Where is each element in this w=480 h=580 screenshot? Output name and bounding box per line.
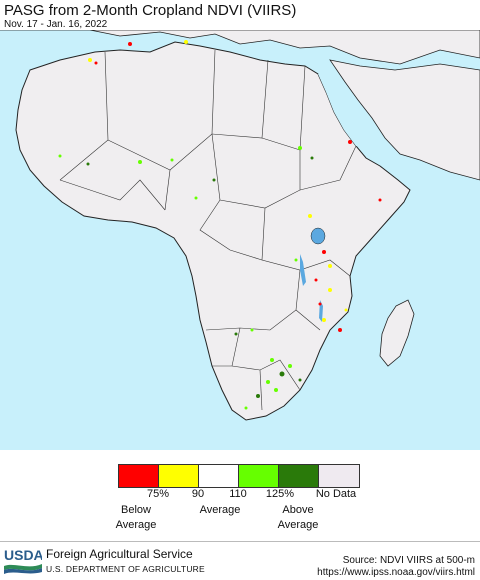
- europe-landmass: [0, 30, 480, 65]
- footer-divider: [0, 541, 480, 542]
- legend-swatch-above-125: [279, 465, 319, 487]
- africa-landmass: [15, 41, 411, 421]
- legend-tick-90: 90: [191, 488, 205, 500]
- red-sea: [318, 70, 366, 148]
- usda-logo: USDA: [4, 547, 42, 574]
- usda-logo-text: USDA: [4, 547, 42, 563]
- lake-tanganyika: [300, 254, 306, 286]
- legend-swatch-75-90: [159, 465, 199, 487]
- legend-tick-75: 75%: [146, 488, 170, 500]
- map-title: PASG from 2-Month Cropland NDVI (VIIRS): [4, 2, 297, 19]
- date-range: Nov. 17 - Jan. 16, 2022: [4, 19, 108, 30]
- lake-victoria: [310, 227, 326, 245]
- legend-swatch-110-125: [239, 465, 279, 487]
- department-name: U.S. DEPARTMENT OF AGRICULTURE: [46, 564, 205, 574]
- pasg-speckles: [58, 40, 382, 410]
- legend-swatch-90-110: [199, 465, 239, 487]
- source-url[interactable]: https://www.ipss.noaa.gov/viirs.html: [317, 567, 475, 578]
- legend-tick-125: 125%: [265, 488, 295, 500]
- agency-name: Foreign Agricultural Service: [46, 547, 193, 561]
- legend-tick-no-data: No Data: [315, 488, 357, 500]
- legend-swatch-no-data: [319, 465, 359, 487]
- africa-map: [0, 30, 480, 450]
- madagascar: [379, 299, 415, 367]
- legend-swatch-below-75: [119, 465, 159, 487]
- legend-bar: [118, 464, 360, 488]
- legend-label-average: Average: [199, 504, 241, 516]
- legend-label-below: Below Average: [115, 504, 157, 531]
- source-text: Source: NDVI VIIRS at 500-m: [342, 555, 475, 566]
- country-borders: [59, 49, 357, 411]
- legend-tick-110: 110: [229, 488, 247, 500]
- arabia-landmass: [329, 59, 480, 181]
- legend-label-above: Above Average: [277, 504, 319, 531]
